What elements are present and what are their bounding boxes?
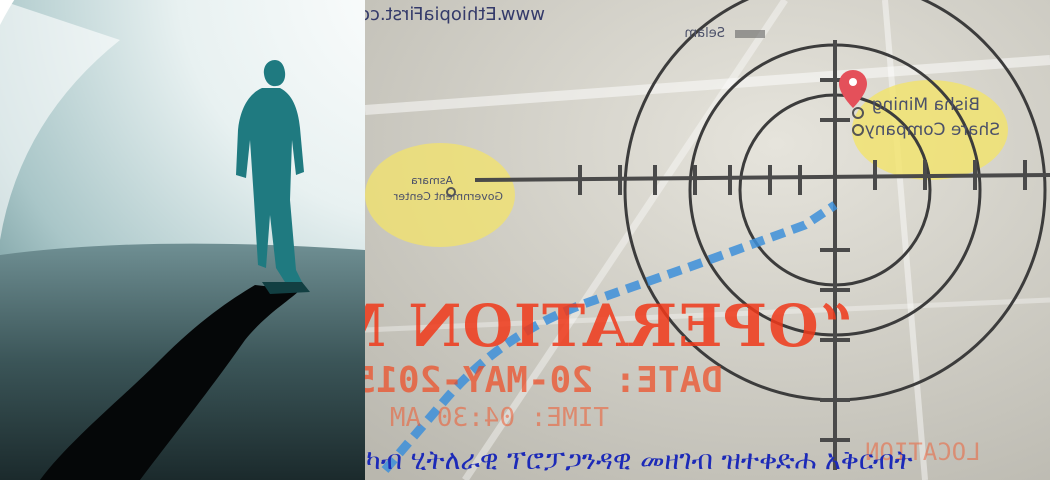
- map-label-right-line2: Share Company: [864, 120, 1000, 140]
- map-label-top: Selam: [684, 26, 726, 41]
- silhouette-figure-icon: [0, 0, 365, 480]
- watermark-url: www.EthiopiaFirst.com: [365, 4, 545, 25]
- image-caption: ካብ ሂትለራዊ ፕሮፓጋንዳዊ መዘገብ ዝተቀድሐ አቅርብት: [366, 445, 913, 476]
- operation-date: DATE: 20-MAY-2015: [365, 360, 723, 401]
- operation-title: “OPERATION MI-35”: [365, 292, 853, 360]
- crosshair-target-icon: [365, 0, 1050, 480]
- map-label-left-line1: Asmara: [411, 174, 453, 187]
- map-label-left-line2: Government Center: [393, 190, 503, 203]
- silhouette-illustration: [0, 0, 365, 480]
- map-label-right-line1: Bisha Mining: [871, 95, 980, 115]
- operation-time: TIME: 04:30 AM: [389, 403, 609, 433]
- target-map-image: www.EthiopiaFirst.com Selam Bisha Mining…: [365, 0, 1050, 480]
